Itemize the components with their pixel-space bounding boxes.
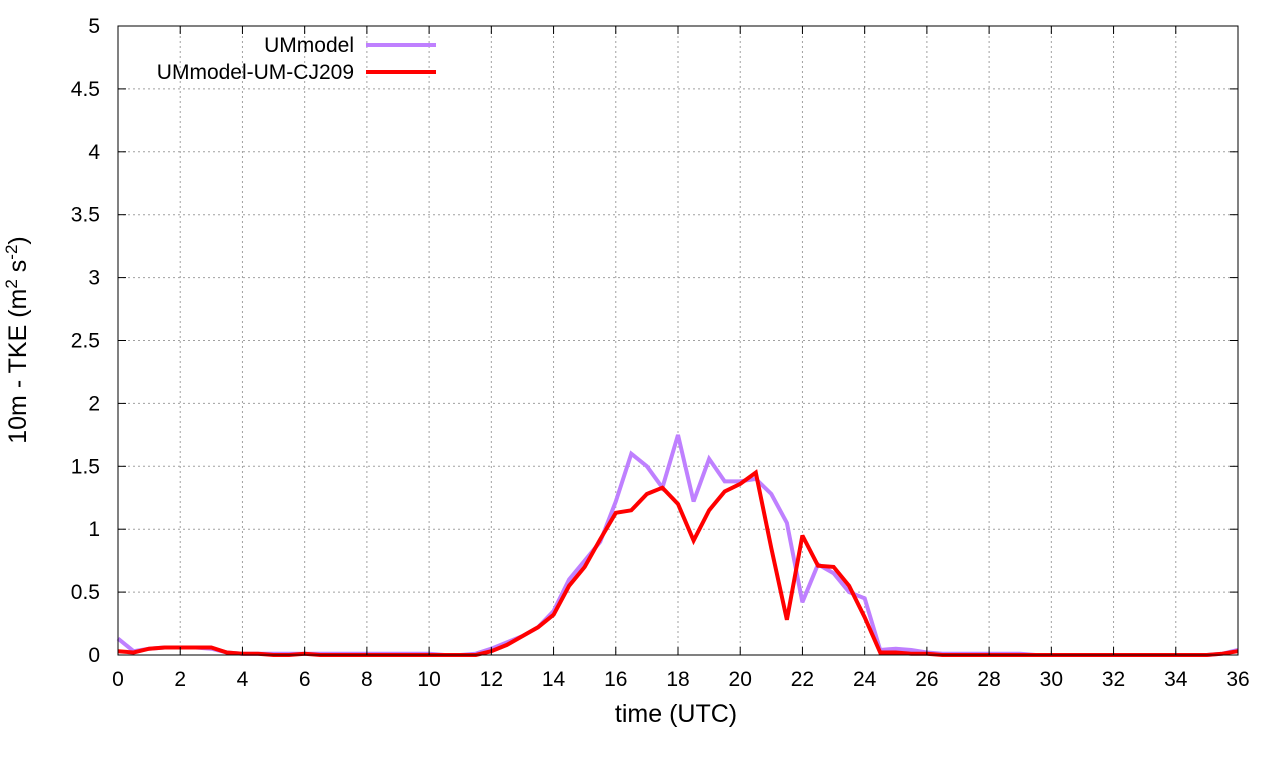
x-axis-title: time (UTC) (615, 700, 737, 728)
legend-label-um-cj209: UMmodel-UM-CJ209 (157, 61, 354, 84)
x-tick-label: 18 (666, 668, 689, 691)
x-tick-label: 12 (480, 668, 503, 691)
x-tick-label: 26 (915, 668, 938, 691)
x-tick-labels: 0 2 4 6 8 10 12 14 16 18 20 22 24 26 28 30 32 34 36 (112, 668, 1250, 691)
grid-lines (118, 26, 1238, 655)
x-tick-label: 4 (237, 668, 249, 691)
y-tick-label: 5 (88, 15, 100, 38)
x-tick-label: 34 (1164, 668, 1188, 691)
y-tick-label: 3.5 (71, 204, 100, 227)
y-axis-title: 10m - TKE (m2 s-2) (2, 236, 32, 444)
y-tick-label: 0 (88, 644, 100, 667)
y-tick-label: 3 (88, 267, 100, 290)
y-tick-label: 2.5 (71, 330, 100, 353)
x-tick-label: 16 (604, 668, 627, 691)
y-tick-label: 4 (88, 141, 100, 164)
legend: UMmodel UMmodel-UM-CJ209 (157, 34, 436, 84)
y-tick-label: 1 (88, 518, 100, 541)
tick-marks (117, 25, 1239, 656)
x-tick-label: 8 (361, 668, 373, 691)
x-tick-label: 6 (299, 668, 311, 691)
x-tick-label: 22 (791, 668, 814, 691)
x-tick-label: 10 (417, 668, 440, 691)
x-tick-label: 36 (1226, 668, 1249, 691)
y-tick-label: 1.5 (71, 455, 100, 478)
y-tick-labels: 0 0.5 1 1.5 2 2.5 3 3.5 4 4.5 5 (71, 15, 101, 667)
legend-label-ummodel: UMmodel (264, 34, 354, 57)
y-tick-label: 4.5 (71, 78, 100, 101)
x-tick-label: 24 (853, 668, 877, 691)
x-tick-label: 0 (112, 668, 124, 691)
x-tick-label: 28 (977, 668, 1000, 691)
y-tick-label: 2 (88, 392, 100, 415)
x-tick-label: 30 (1040, 668, 1063, 691)
x-tick-label: 2 (174, 668, 186, 691)
x-tick-label: 32 (1102, 668, 1125, 691)
x-tick-label: 20 (729, 668, 752, 691)
x-tick-label: 14 (542, 668, 566, 691)
y-tick-label: 0.5 (71, 581, 100, 604)
